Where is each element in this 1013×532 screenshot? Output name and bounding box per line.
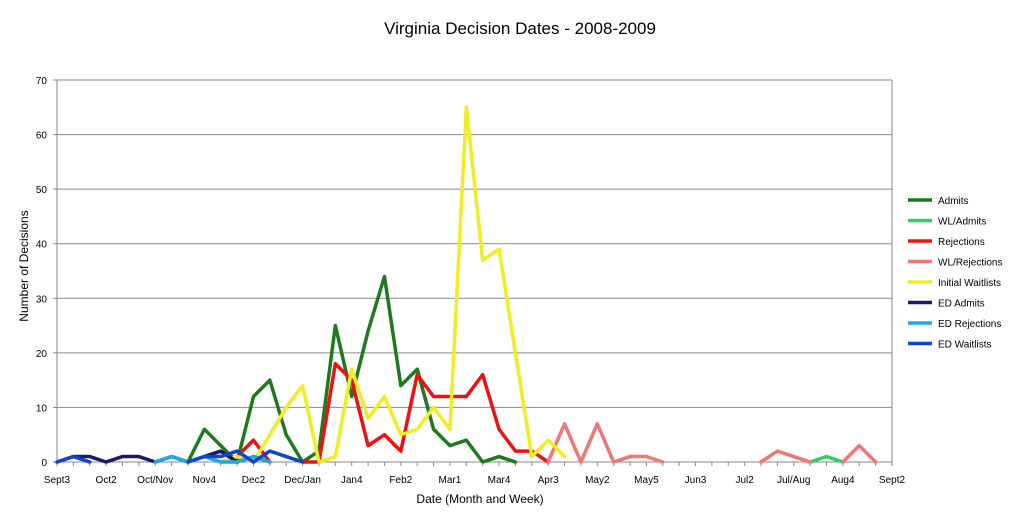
legend-label: Admits: [938, 196, 969, 207]
x-tick-label: Oct2: [96, 475, 118, 486]
series-line-initial-waitlists: [218, 105, 567, 464]
y-tick-label: 60: [36, 131, 48, 142]
series-line-ed-waitlists: [186, 449, 305, 464]
y-axis-title: Number of Decisions: [17, 210, 31, 321]
y-tick-label: 10: [36, 403, 48, 414]
x-tick-label: Apr3: [538, 475, 560, 486]
x-tick-label: Dec2: [242, 475, 266, 486]
x-tick-label: Oct/Nov: [137, 475, 173, 486]
x-tick-label: Nov4: [193, 475, 217, 486]
x-tick-label: Jun3: [685, 475, 707, 486]
y-tick-label: 20: [36, 349, 48, 360]
legend-label: Initial Waitlists: [938, 278, 1001, 289]
legend-label: ED Rejections: [938, 319, 1001, 330]
x-tick-label: Jul2: [735, 475, 754, 486]
x-tick-label: Aug4: [831, 475, 855, 486]
legend-label: ED Waitlists: [938, 340, 992, 351]
legend-label: Rejections: [938, 237, 985, 248]
x-tick-label: Jul/Aug: [777, 475, 810, 486]
series-line-rejections: [300, 362, 550, 464]
x-tick-label: Sept2: [879, 475, 906, 486]
x-tick-label: May2: [585, 475, 610, 486]
series-lines: [55, 105, 878, 464]
x-axis-title: Date (Month and Week): [416, 492, 543, 506]
x-tick-label: May5: [634, 475, 659, 486]
legend-label: ED Admits: [938, 299, 985, 310]
series-line-admits: [186, 274, 518, 464]
x-tick-label: Mar4: [488, 475, 511, 486]
gridlines: [57, 79, 892, 408]
legend-label: WL/Admits: [938, 217, 986, 228]
series-line-wl-rejections: [759, 449, 812, 464]
series-line-wl-rejections: [546, 422, 665, 464]
y-tick-label: 30: [36, 294, 48, 305]
legend: Admits WL/Admits Rejections WL/Rejections In…: [908, 196, 1002, 351]
x-tick-label: Mar1: [439, 475, 462, 486]
series-line-wl-rejections: [841, 443, 878, 464]
y-tick-label: 50: [36, 185, 48, 196]
legend-label: WL/Rejections: [938, 258, 1002, 269]
x-tick-label: Sept3: [44, 475, 71, 486]
series-line-ed-waitlists: [55, 454, 92, 464]
y-tick-label: 0: [41, 458, 47, 469]
y-tick-label: 40: [36, 240, 48, 251]
chart-title: Virginia Decision Dates - 2008-2009: [384, 19, 656, 38]
axes: 0 10 20 30 40 50 60 70 Sept3 Oct2 Oct/Nov Nov4 Dec2 D…: [36, 76, 906, 486]
series-line-ed-rejections: [153, 454, 272, 464]
x-tick-label: Feb2: [389, 475, 412, 486]
x-tick-label: Dec/Jan: [284, 475, 321, 486]
y-tick-label: 70: [36, 76, 48, 87]
x-tick-label: Jan4: [341, 475, 363, 486]
series-line-wl-admits: [808, 454, 845, 464]
